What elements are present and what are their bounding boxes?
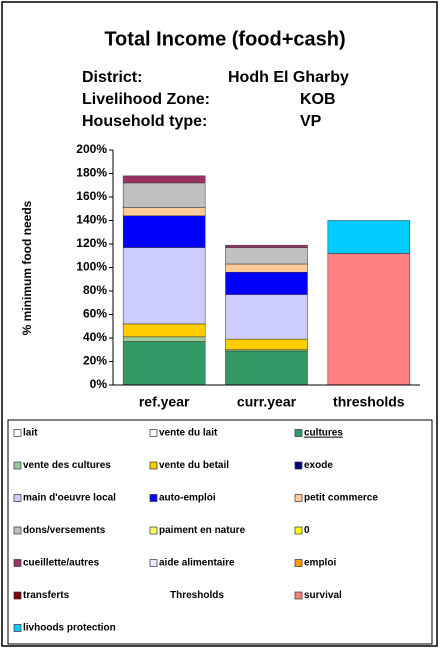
legend-label: Thresholds (170, 590, 224, 601)
bar-segment (122, 323, 206, 338)
legend-label: vente des cultures (23, 460, 111, 471)
bar-segment (225, 263, 308, 273)
chart-title: Total Income (food+cash) (104, 28, 345, 50)
legend-swatch (294, 559, 303, 567)
legend-swatch (294, 461, 303, 470)
bar-segment (225, 271, 308, 295)
x-tick-label: ref.year (139, 394, 190, 410)
legend-label: dons/versements (23, 525, 106, 536)
legend-label: 0 (304, 525, 310, 536)
y-axis-label: % minimum food needs (20, 200, 34, 335)
legend-label: cultures (304, 428, 343, 439)
legend-label: main d'oeuvre local (23, 493, 116, 504)
bar-segment (225, 247, 308, 265)
bar-segment (122, 182, 206, 208)
y-tick-label: 160% (76, 189, 107, 203)
legend-label: survival (304, 590, 342, 601)
legend-swatch (149, 559, 158, 567)
bar-segment (225, 338, 308, 350)
info-value: KOB (300, 91, 336, 108)
legend-label: paiment en nature (159, 525, 246, 536)
bar-segment (122, 336, 206, 342)
bar-segment (122, 207, 206, 217)
legend-swatch (294, 591, 303, 600)
y-tick-label: 200% (76, 142, 107, 156)
legend-swatch (149, 429, 158, 437)
info-value: Hodh El Gharby (228, 69, 349, 86)
y-tick-label: 80% (83, 283, 107, 297)
x-tick-label: curr.year (237, 394, 297, 410)
legend-swatch (149, 461, 158, 470)
info-label: Household type: (82, 113, 207, 130)
legend-label: cueillette/autres (23, 558, 100, 569)
info-label: Livelihood Zone: (82, 91, 210, 108)
y-tick-label: 180% (76, 166, 107, 180)
legend-label: vente du lait (159, 428, 218, 439)
legend-label: vente du betail (159, 460, 229, 471)
bar-segment (225, 294, 308, 340)
bar-segment (327, 253, 411, 386)
legend-swatch (294, 494, 303, 502)
bar-segment (122, 175, 206, 184)
bar-segment (225, 244, 308, 248)
bar-segment (225, 350, 308, 386)
legend-swatch (294, 429, 303, 437)
legend-box (7, 419, 433, 645)
legend-swatch (13, 494, 22, 502)
y-tick-label: 60% (83, 307, 107, 321)
legend-swatch (13, 429, 22, 437)
bar-segment (122, 215, 206, 248)
legend-label: lait (23, 428, 38, 439)
y-tick-label: 140% (76, 213, 107, 227)
legend-label: livhoods protection (23, 623, 116, 634)
bar-segment (122, 247, 206, 325)
legend-label: transferts (23, 590, 70, 601)
legend-swatch (13, 591, 22, 600)
legend-swatch (13, 526, 22, 535)
y-tick-label: 20% (83, 354, 107, 368)
bar-segment (327, 220, 411, 254)
legend-swatch (13, 461, 22, 470)
legend-label: petit commerce (304, 493, 378, 504)
legend-label: emploi (304, 558, 336, 569)
bar-segment (122, 341, 206, 386)
y-tick-label: 0% (90, 377, 108, 391)
y-tick-label: 120% (76, 236, 107, 250)
legend-label: exode (304, 460, 333, 471)
legend-swatch (13, 624, 22, 632)
y-tick-label: 40% (83, 330, 107, 344)
legend-swatch (149, 494, 158, 502)
y-tick-label: 100% (76, 260, 107, 274)
legend-swatch (149, 526, 158, 535)
legend-label: auto-emploi (159, 493, 216, 504)
info-label: District: (82, 69, 142, 86)
x-tick-label: thresholds (333, 394, 405, 410)
legend-swatch (294, 526, 303, 535)
legend-label: aide alimentaire (159, 558, 235, 569)
info-value: VP (300, 113, 322, 130)
legend-swatch (13, 559, 22, 567)
